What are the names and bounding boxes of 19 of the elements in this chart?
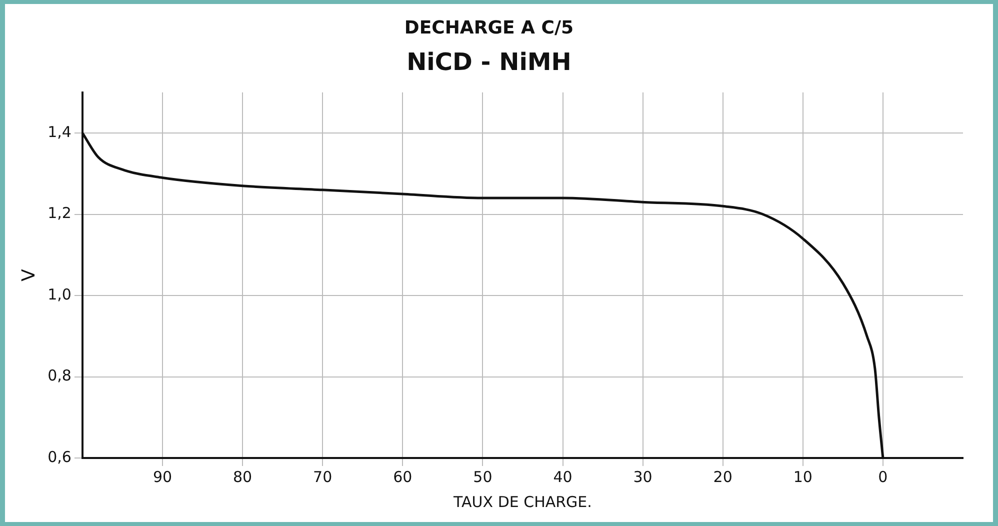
x-tick-label: 40: [553, 468, 572, 486]
x-axis-title: TAUX DE CHARGE.: [452, 492, 592, 511]
y-tick-label: 1,2: [48, 204, 72, 222]
x-tick-label: 10: [793, 468, 812, 486]
x-tick-label: 0: [878, 468, 888, 486]
y-tick-label: 1,4: [48, 122, 72, 141]
y-tick-label: 0,6: [48, 448, 72, 466]
x-tick-label: 20: [713, 468, 732, 486]
y-tick-label: 1,0: [48, 285, 72, 304]
x-tick-label: 30: [633, 468, 652, 486]
x-tick-label: 50: [473, 468, 492, 486]
x-tick-label: 90: [152, 468, 172, 486]
x-tick-label: 80: [233, 468, 252, 486]
x-tick-label: 70: [313, 468, 332, 486]
chart-title: DECHARGE A C/5: [404, 17, 574, 38]
y-tick-label: 0,8: [48, 366, 72, 385]
chart-subtitle: NiCD - NiMH: [406, 48, 572, 76]
y-axis-title: V: [18, 268, 40, 282]
x-tick-label: 60: [393, 468, 412, 486]
